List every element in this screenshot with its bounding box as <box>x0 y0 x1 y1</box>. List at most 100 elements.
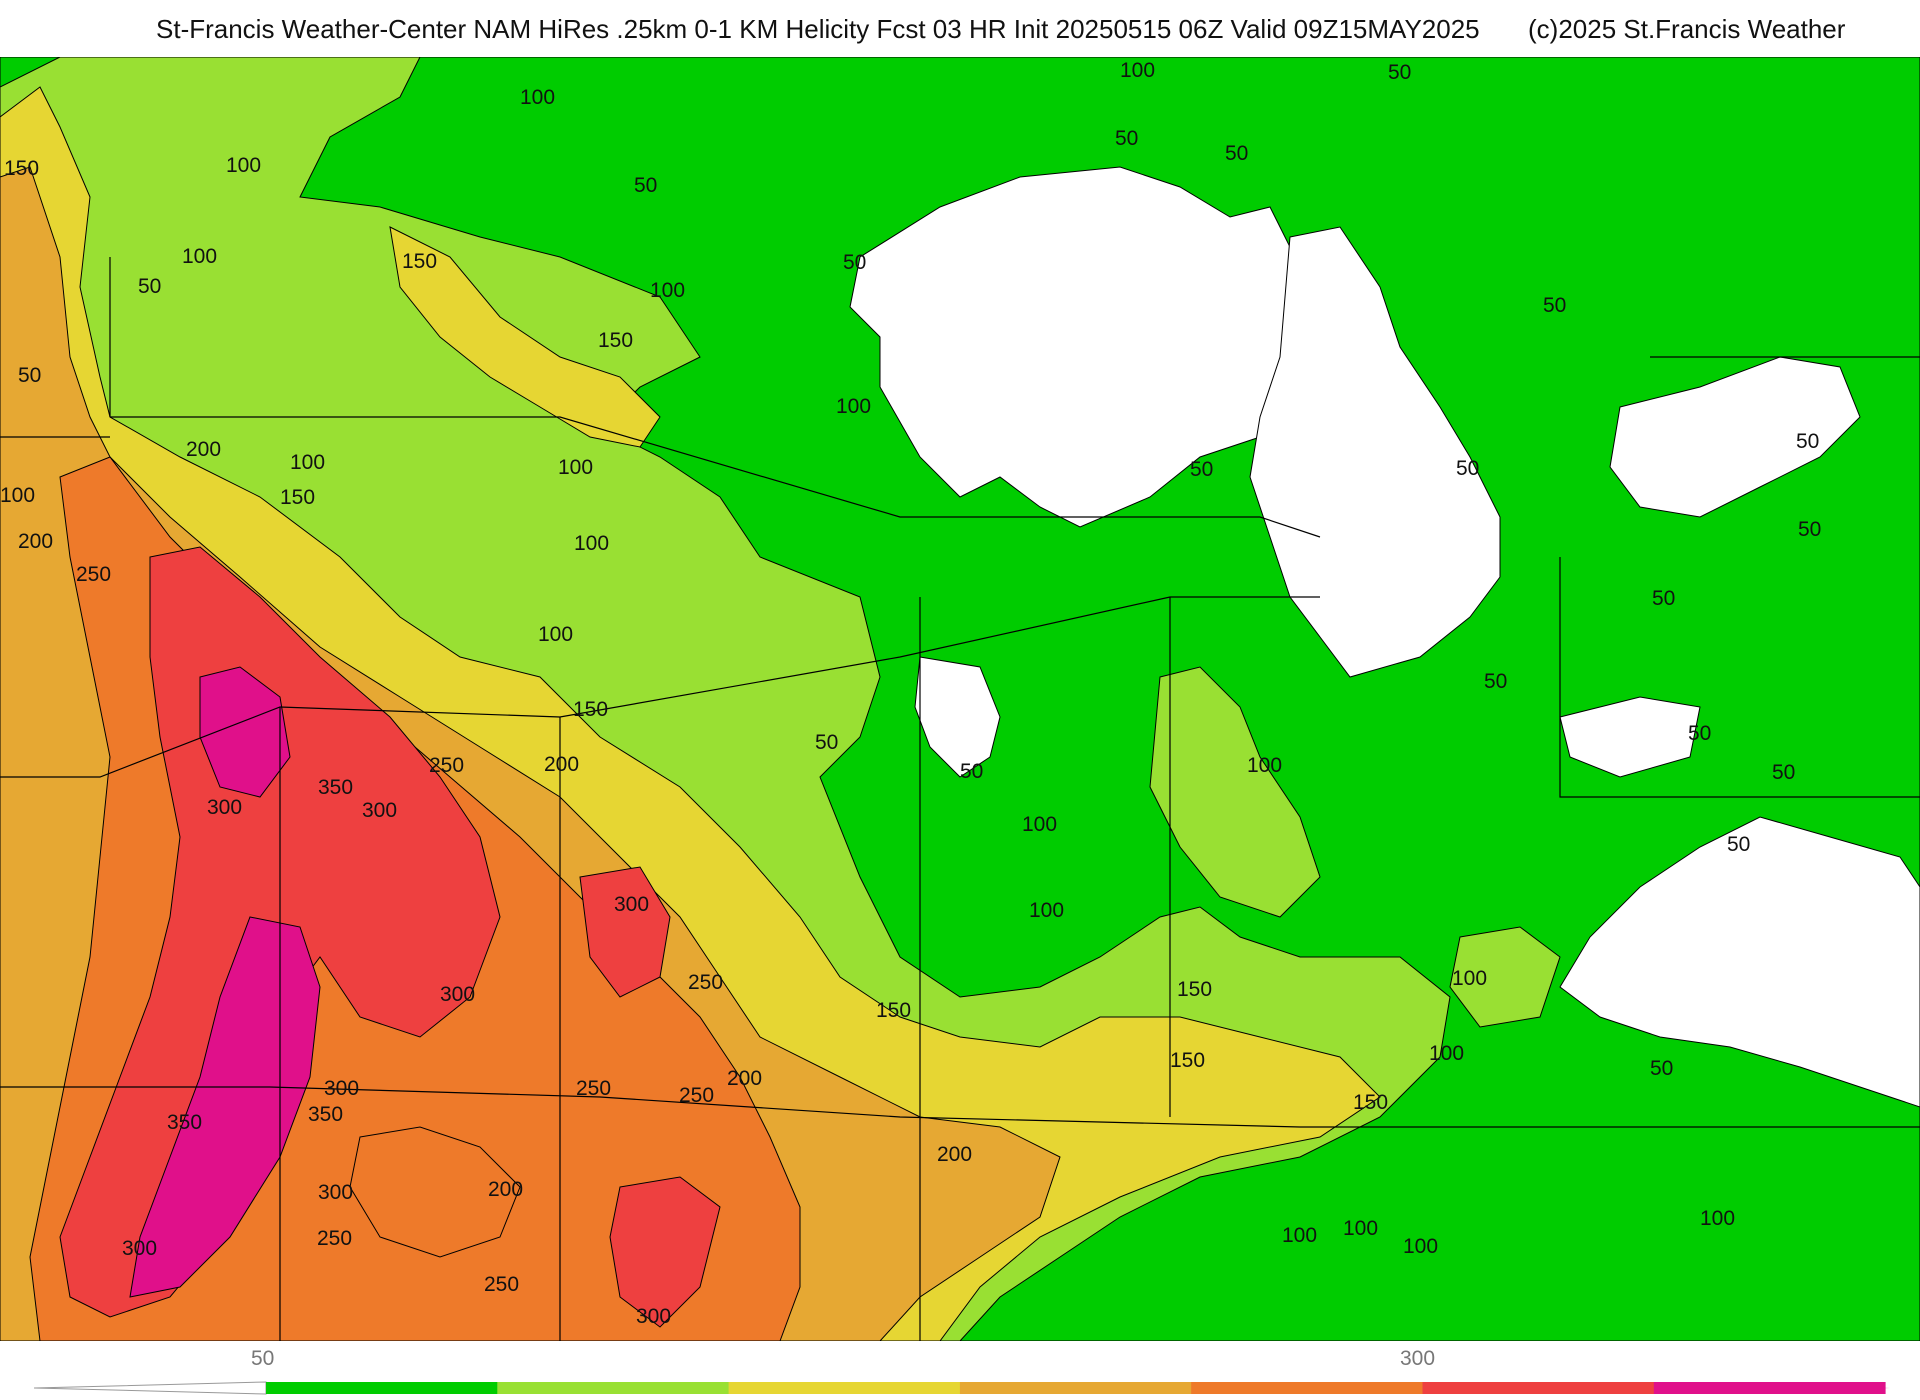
contour-label: 250 <box>317 1227 352 1250</box>
contour-label: 100 <box>1429 1042 1464 1065</box>
contour-label: 100 <box>1247 754 1282 777</box>
contour-label: 150 <box>573 698 608 721</box>
helicity-map: 50 100 100 50 50 150 100 100 50 50 150 1… <box>0 57 1920 1341</box>
contour-label: 100 <box>836 395 871 418</box>
contour-label: 300 <box>636 1305 671 1328</box>
legend-label-high: 300 <box>1400 1347 1435 1370</box>
contour-label: 200 <box>544 753 579 776</box>
contour-label: 50 <box>18 364 41 387</box>
contour-label: 350 <box>167 1111 202 1134</box>
contour-label: 150 <box>280 486 315 509</box>
region-northeast-white <box>1559 816 1920 1108</box>
legend-low-arrow <box>33 1381 267 1395</box>
legend-band <box>1191 1382 1423 1394</box>
lake-michigan <box>1249 226 1501 678</box>
contour-label: 50 <box>634 174 657 197</box>
contour-label: 50 <box>1650 1057 1673 1080</box>
contour-label: 50 <box>1388 61 1411 84</box>
contour-label: 350 <box>308 1103 343 1126</box>
band-100-east-patch2 <box>1449 926 1561 1028</box>
contour-label: 50 <box>1798 518 1821 541</box>
band-300-central-patch <box>579 866 671 998</box>
contour-label: 50 <box>1796 430 1819 453</box>
contour-label: 100 <box>1029 899 1064 922</box>
contour-label: 250 <box>688 971 723 994</box>
contour-label: 150 <box>4 157 39 180</box>
band-350-north <box>199 666 291 798</box>
contour-label: 50 <box>1772 761 1795 784</box>
legend-band <box>728 1382 961 1394</box>
contour-label: 50 <box>1543 294 1566 317</box>
contour-label: 100 <box>1120 59 1155 82</box>
contour-label: 150 <box>876 999 911 1022</box>
contour-label: 100 <box>226 154 261 177</box>
chart-title: St-Francis Weather-Center NAM HiRes .25k… <box>156 14 1480 44</box>
contour-label: 100 <box>574 532 609 555</box>
contour-label: 50 <box>960 760 983 783</box>
contour-label: 100 <box>650 279 685 302</box>
contour-label: 200 <box>186 438 221 461</box>
contour-label: 300 <box>362 799 397 822</box>
contour-label: 250 <box>429 754 464 777</box>
contour-label: 100 <box>1700 1207 1735 1230</box>
contour-label: 50 <box>138 275 161 298</box>
contour-label: 150 <box>1353 1091 1388 1114</box>
contour-label: 100 <box>1452 967 1487 990</box>
contour-label: 150 <box>1177 978 1212 1001</box>
contour-label: 100 <box>0 484 35 507</box>
contour-label: 100 <box>1282 1224 1317 1247</box>
contour-label: 50 <box>1456 457 1479 480</box>
contour-label: 150 <box>1170 1049 1205 1072</box>
contour-label: 200 <box>937 1143 972 1166</box>
region-small-white-c <box>1559 696 1701 778</box>
band-350-south <box>129 916 321 1298</box>
contour-label: 50 <box>1652 587 1675 610</box>
band-300-south-patch <box>609 1176 721 1328</box>
contour-label: 300 <box>440 983 475 1006</box>
contour-label: 50 <box>1190 458 1213 481</box>
contour-label: 300 <box>324 1077 359 1100</box>
contour-label: 100 <box>520 86 555 109</box>
contour-label: 250 <box>484 1273 519 1296</box>
contour-label: 100 <box>1343 1217 1378 1240</box>
contour-label: 100 <box>538 623 573 646</box>
legend-label-low: 50 <box>251 1347 274 1370</box>
contour-label: 200 <box>488 1178 523 1201</box>
legend-bands <box>266 1382 1886 1394</box>
contour-label: 50 <box>815 731 838 754</box>
contour-label: 100 <box>1022 813 1057 836</box>
band-150-north-patch <box>389 226 661 448</box>
contour-labels: 50 100 100 50 50 150 100 100 50 50 150 1… <box>0 59 1821 1328</box>
legend-band <box>1422 1382 1655 1394</box>
contour-label: 100 <box>1403 1235 1438 1258</box>
contour-label: 300 <box>122 1237 157 1260</box>
legend-band <box>959 1382 1192 1394</box>
contour-label: 300 <box>318 1181 353 1204</box>
contour-label: 150 <box>402 250 437 273</box>
region-central-white <box>914 656 1001 778</box>
contour-label: 200 <box>727 1067 762 1090</box>
contour-label: 250 <box>76 563 111 586</box>
contour-label: 50 <box>1484 670 1507 693</box>
contour-label: 200 <box>18 530 53 553</box>
contour-label: 350 <box>318 776 353 799</box>
contour-label: 150 <box>598 329 633 352</box>
state-boundaries <box>0 257 1920 1341</box>
color-legend: 50 300 <box>33 1347 1890 1395</box>
contour-label: 50 <box>843 251 866 274</box>
legend-band <box>497 1382 730 1394</box>
contour-label: 100 <box>290 451 325 474</box>
lake-east-white <box>1609 356 1861 518</box>
contour-label: 50 <box>1115 127 1138 150</box>
contour-label: 100 <box>182 245 217 268</box>
copyright-credit: (c)2025 St.Francis Weather <box>1528 14 1846 44</box>
contour-label: 250 <box>679 1084 714 1107</box>
contour-label: 300 <box>614 893 649 916</box>
contour-label: 250 <box>576 1077 611 1100</box>
map-title-bar: St-Francis Weather-Center NAM HiRes .25k… <box>0 14 1920 54</box>
contour-label: 50 <box>1225 142 1248 165</box>
contour-label: 300 <box>207 796 242 819</box>
legend-band <box>266 1382 498 1394</box>
legend-high-arrow <box>1655 1382 1890 1394</box>
contour-label: 50 <box>1688 722 1711 745</box>
